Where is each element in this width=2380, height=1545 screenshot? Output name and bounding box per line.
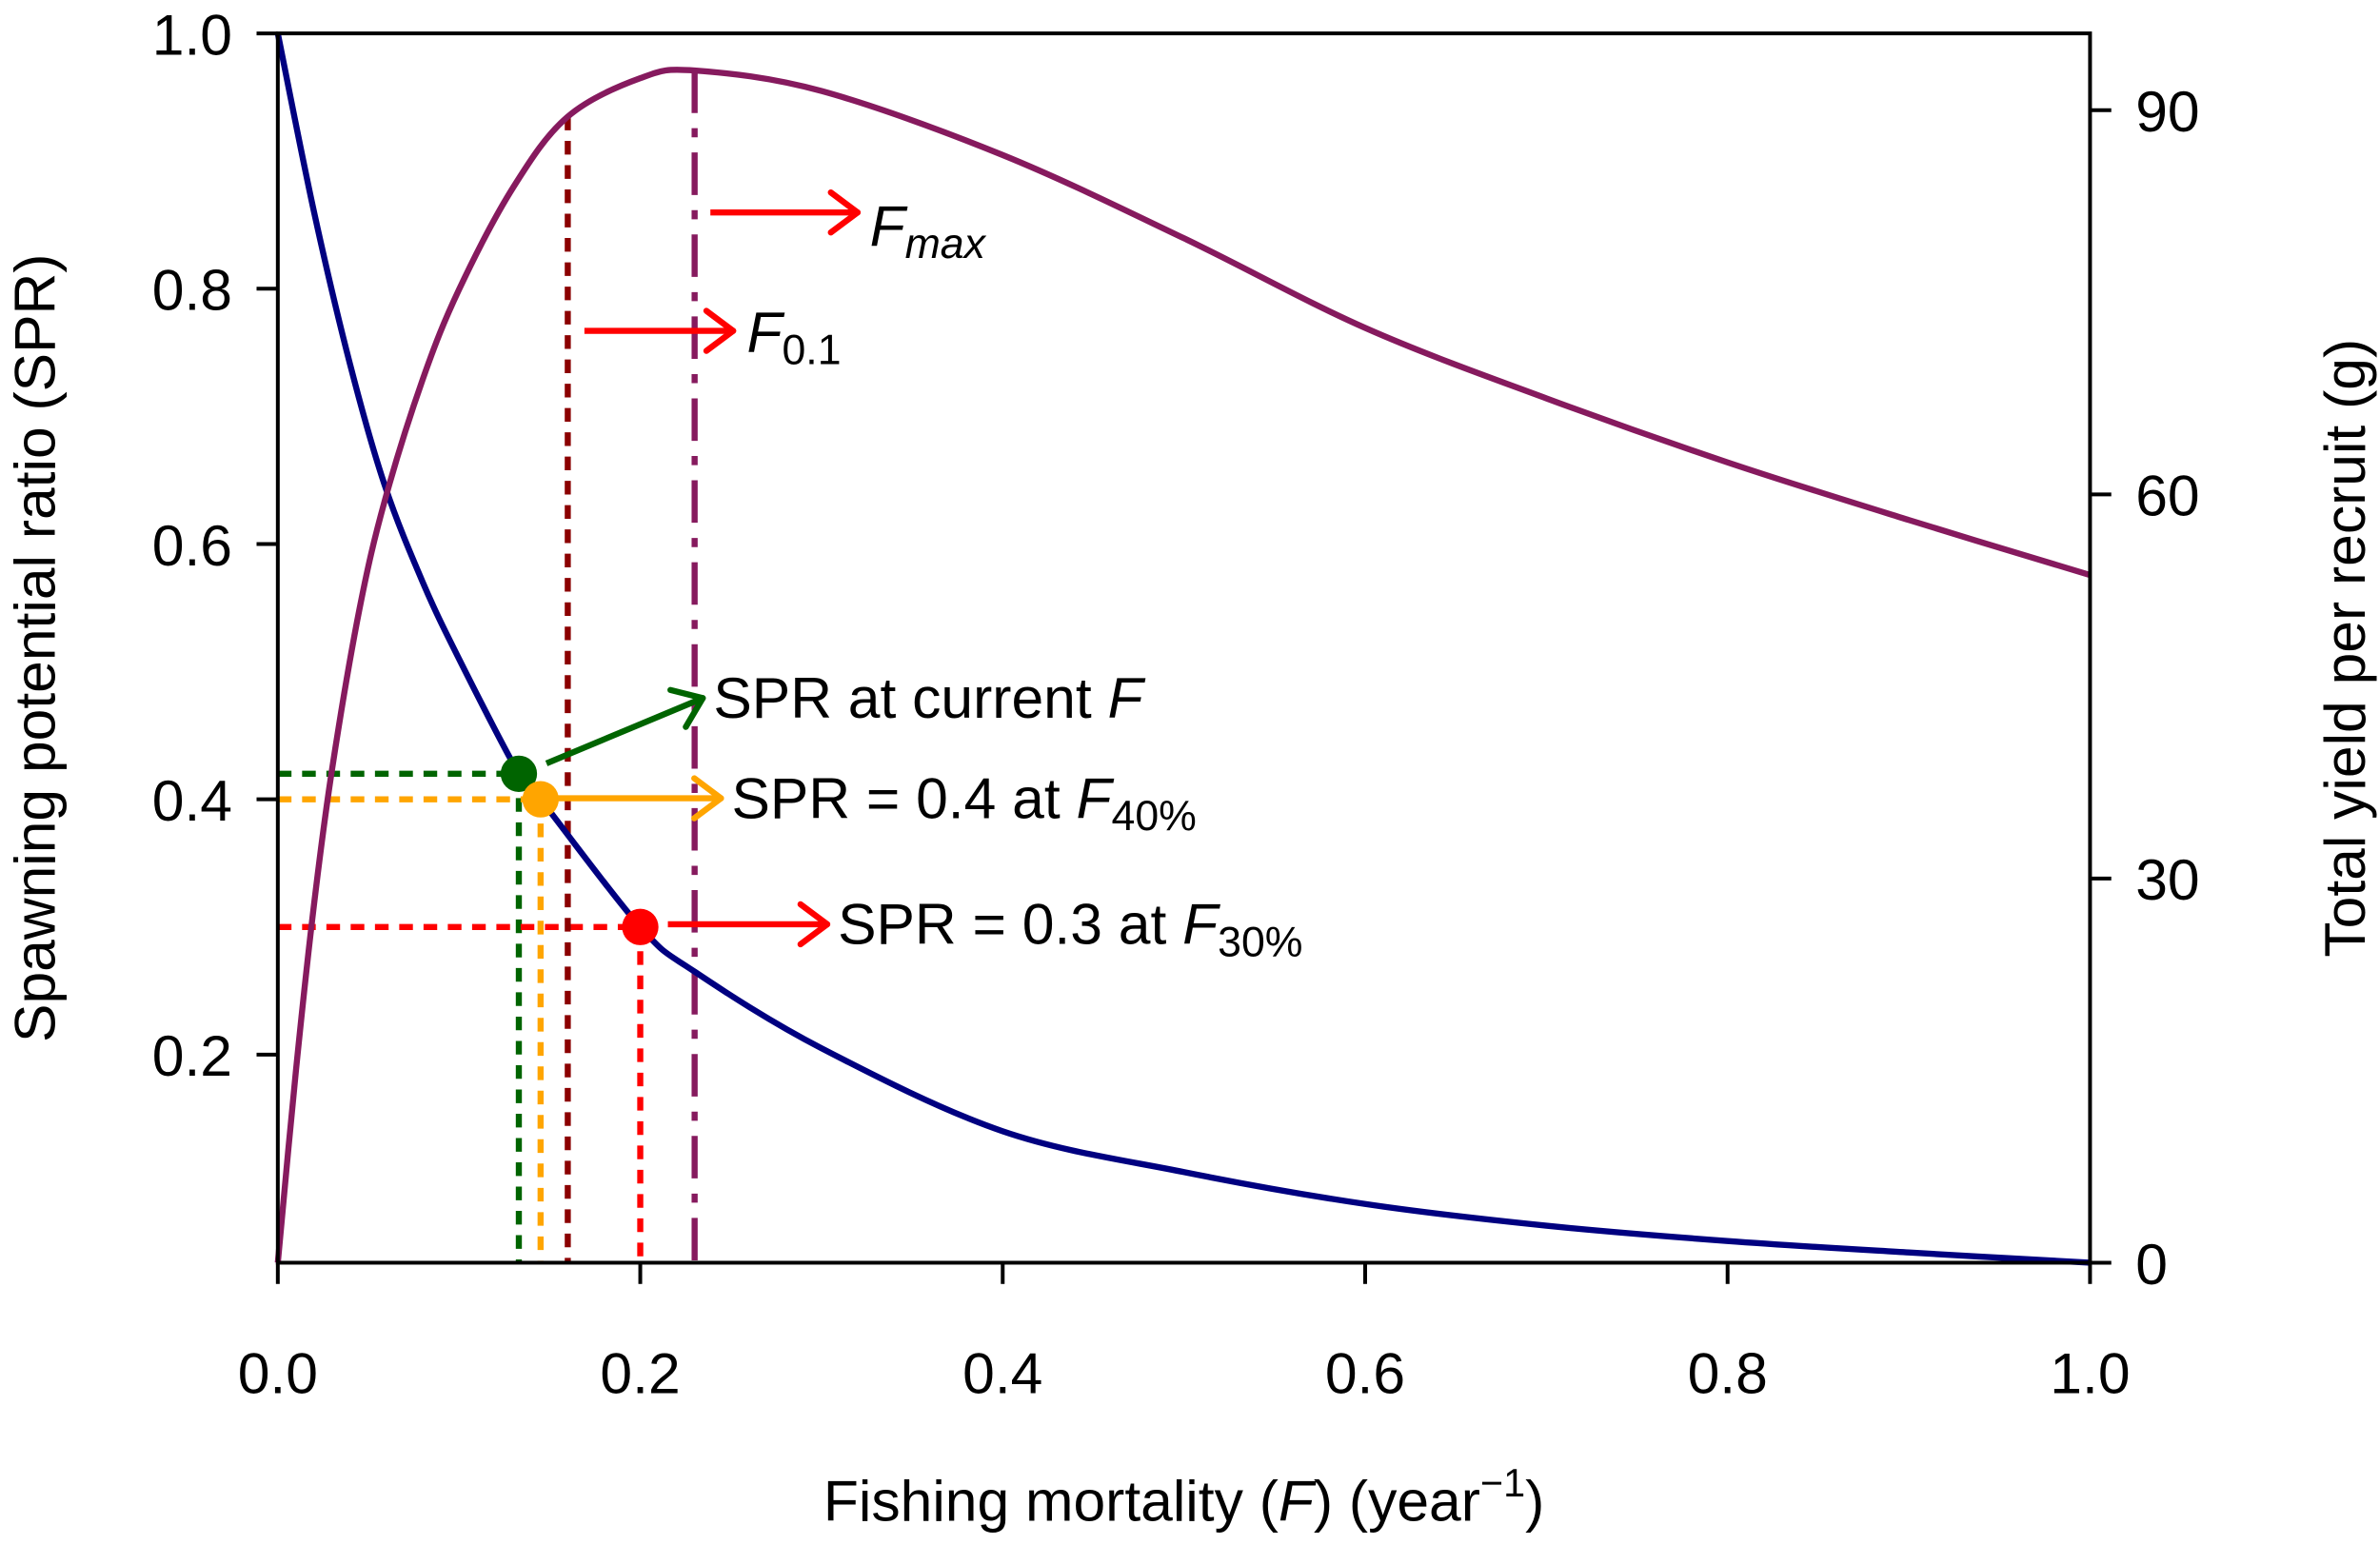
arrow-current-f-head-1 (667, 686, 706, 702)
arrow-f30-head-1 (797, 901, 831, 928)
arrow-current-f-head-0 (683, 695, 706, 730)
arrow-fmax (710, 189, 862, 236)
axes (275, 31, 2092, 1265)
y-left-tick-label: 0.8 (152, 258, 232, 323)
x-axis-label: Fishing mortality (F) (year−1) (823, 1460, 1544, 1534)
arrow-f30-head-0 (797, 921, 831, 948)
arrow-fmax-head-0 (827, 209, 862, 236)
x-tick-label: 0.8 (1688, 1341, 1768, 1406)
annotation-f30: SPR = 0.3 at F30% (838, 892, 1302, 966)
yield-curve (274, 67, 2092, 1263)
arrow-f01-head-1 (703, 307, 737, 334)
spr-curve (274, 32, 2091, 1266)
annotation-f40: SPR = 0.4 at F40% (732, 765, 1197, 840)
x-tick-label: 1.0 (2050, 1341, 2130, 1406)
x-tick-label: 0.0 (238, 1341, 318, 1406)
y-right-tick-label: 60 (2135, 464, 2199, 528)
arrow-f40 (557, 775, 724, 822)
x-tick-label: 0.4 (962, 1341, 1042, 1406)
arrow-current-f (545, 686, 706, 766)
y-left-tick-label: 0.4 (152, 768, 232, 833)
y-right-tick-label: 30 (2135, 847, 2199, 912)
y-left-tick-label: 0.6 (152, 513, 232, 578)
point-0 (500, 755, 538, 792)
arrow-f40-head-0 (691, 795, 724, 822)
annotation-current-f: SPR at current F (713, 665, 1145, 730)
point-1 (522, 781, 559, 818)
annotation-f01: F0.1 (746, 300, 841, 374)
arrow-f30 (667, 901, 831, 948)
point-2 (622, 908, 659, 945)
arrow-fmax-head-1 (827, 189, 862, 216)
y-axis-left-label: Spawning potential ratio (SPR) (2, 254, 67, 1042)
y-right-tick-label: 0 (2135, 1232, 2168, 1297)
x-tick-label: 0.6 (1325, 1341, 1405, 1406)
y-right-tick-label: 90 (2135, 79, 2199, 144)
arrow-current-f-shaft (545, 695, 704, 766)
y-left-tick-label: 1.0 (152, 2, 232, 67)
arrow-f01 (584, 307, 737, 354)
y-axis-right-label: Total yield per recruit (g) (2312, 339, 2377, 958)
plot-frame (275, 31, 2092, 1265)
arrow-f01-head-0 (703, 327, 737, 354)
arrow-f40-head-1 (691, 775, 724, 802)
y-left-tick-label: 0.2 (152, 1023, 232, 1088)
annotation-fmax: Fmax (870, 193, 987, 267)
x-tick-label: 0.2 (600, 1341, 680, 1406)
